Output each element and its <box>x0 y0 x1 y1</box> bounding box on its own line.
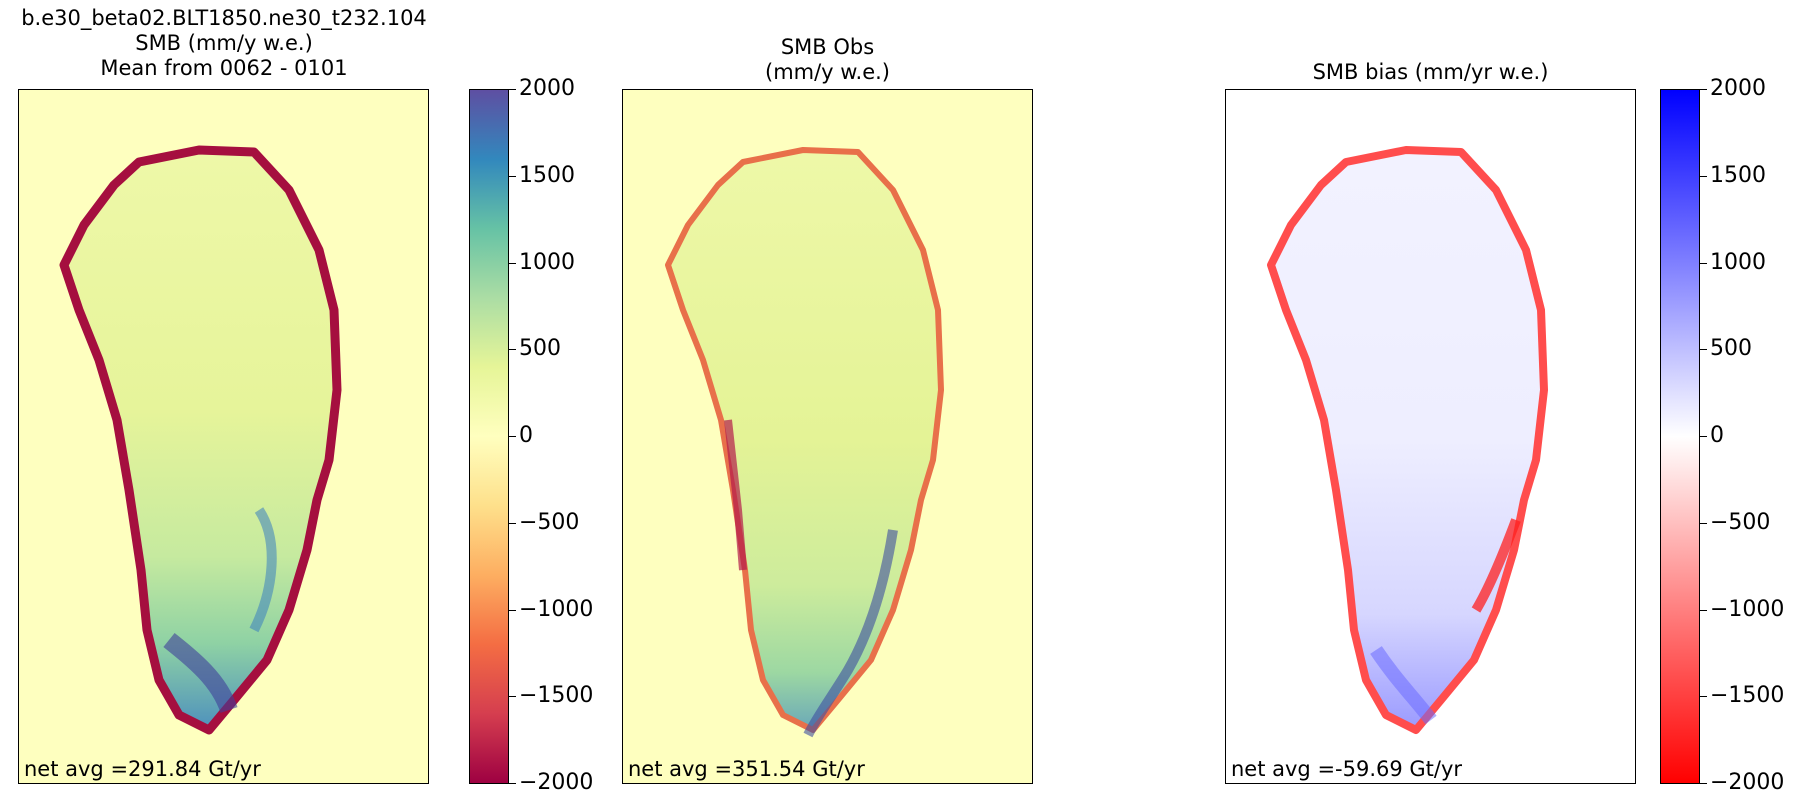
colorbar-spectral-tick-label: 500 <box>519 336 561 361</box>
colorbar-bwr-tick-label: −500 <box>1710 510 1771 535</box>
panel2-title: SMB Obs (mm/y w.e.) <box>622 35 1033 85</box>
greenland-map-obs <box>665 147 944 738</box>
colorbar-bwr-tick-label: −1500 <box>1710 683 1785 708</box>
colorbar-bwr-tick-label: 1500 <box>1710 163 1766 188</box>
colorbar-spectral-tick-label: −1500 <box>519 683 594 708</box>
colorbar-bwr-tick-mark <box>1700 263 1707 264</box>
panel1-title-line1: b.e30_beta02.BLT1850.ne30_t232.104 <box>21 6 427 30</box>
colorbar-spectral-tick-label: −1000 <box>519 597 594 622</box>
panel1-title: b.e30_beta02.BLT1850.ne30_t232.104 SMB (… <box>4 6 444 81</box>
colorbar-bwr-tick-mark <box>1700 89 1707 90</box>
colorbar-spectral-tick-mark <box>509 176 516 177</box>
colorbar-bwr-tick-label: 1000 <box>1710 250 1766 275</box>
colorbar-spectral-tick-label: 1500 <box>519 163 575 188</box>
colorbar-spectral-tick-label: −2000 <box>519 770 594 795</box>
panel1-map: net avg =291.84 Gt/yr <box>18 89 429 784</box>
colorbar-bwr-tick-mark <box>1700 610 1707 611</box>
colorbar-spectral-tick-mark <box>509 89 516 90</box>
panel1-title-line3: Mean from 0062 - 0101 <box>100 56 348 80</box>
colorbar-spectral-tick-label: 1000 <box>519 250 575 275</box>
panel3-map: net avg =-59.69 Gt/yr <box>1225 89 1636 784</box>
panel1-net-avg: net avg =291.84 Gt/yr <box>24 757 261 781</box>
colorbar-bwr-tick-mark <box>1700 349 1707 350</box>
panel3-title: SMB bias (mm/yr w.e.) <box>1225 60 1636 85</box>
panel1-title-line2: SMB (mm/y w.e.) <box>135 31 313 55</box>
colorbar-bwr-tick-mark <box>1700 176 1707 177</box>
colorbar-spectral-tick-label: −500 <box>519 510 580 535</box>
colorbar-spectral-tick-mark <box>509 349 516 350</box>
colorbar-bwr-tick-label: 500 <box>1710 336 1752 361</box>
colorbar-spectral-tick-mark <box>509 263 516 264</box>
colorbar-spectral-tick-mark <box>509 783 516 784</box>
colorbar-bwr-tick-label: 2000 <box>1710 76 1766 101</box>
panel2-net-avg: net avg =351.54 Gt/yr <box>628 757 865 781</box>
panel3-title-line1: SMB bias (mm/yr w.e.) <box>1312 60 1549 84</box>
colorbar-bwr-tick-mark <box>1700 436 1707 437</box>
colorbar-spectral-tick-mark <box>509 696 516 697</box>
panel3-net-avg: net avg =-59.69 Gt/yr <box>1231 757 1463 781</box>
colorbar-spectral <box>469 89 509 784</box>
panel2-title-line1: SMB Obs <box>780 35 875 59</box>
colorbar-bwr <box>1660 89 1700 784</box>
colorbar-bwr-tick-label: −2000 <box>1710 770 1785 795</box>
colorbar-bwr-tick-label: −1000 <box>1710 597 1785 622</box>
colorbar-bwr-tick-label: 0 <box>1710 423 1724 448</box>
panel2-map: net avg =351.54 Gt/yr <box>622 89 1033 784</box>
colorbar-spectral-tick-mark <box>509 436 516 437</box>
colorbar-bwr-tick-mark <box>1700 696 1707 697</box>
greenland-map-model <box>59 145 342 735</box>
panel2-title-line2: (mm/y w.e.) <box>765 60 890 84</box>
colorbar-spectral-tick-label: 2000 <box>519 76 575 101</box>
colorbar-spectral-tick-mark <box>509 523 516 524</box>
colorbar-bwr-tick-mark <box>1700 523 1707 524</box>
colorbar-spectral-tick-mark <box>509 610 516 611</box>
colorbar-spectral-tick-label: 0 <box>519 423 533 448</box>
greenland-map-bias <box>1267 146 1548 734</box>
colorbar-bwr-tick-mark <box>1700 783 1707 784</box>
